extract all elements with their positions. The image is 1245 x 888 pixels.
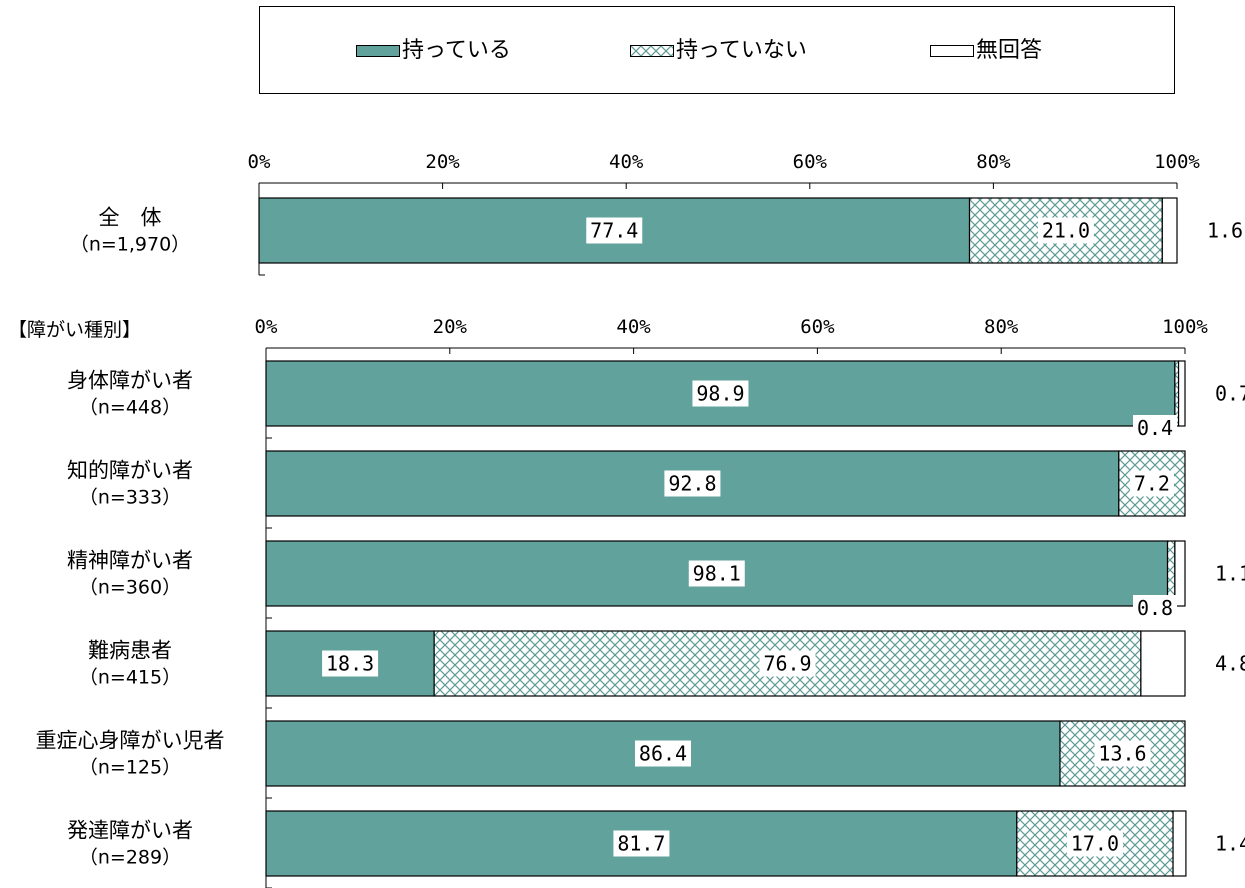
legend-item-have-not: 持っていない: [630, 37, 807, 65]
data-label-bg: [1066, 830, 1123, 857]
bar-segment: [1161, 197, 1178, 264]
data-label-bg: [1133, 595, 1177, 621]
data-label-bg: [1094, 740, 1151, 767]
tick-label: 0%: [255, 316, 278, 338]
data-label-bg: [688, 560, 745, 587]
tick-label: 60%: [800, 316, 835, 338]
legend-item-have: 持っている: [356, 37, 511, 65]
data-label: 7.2: [1134, 472, 1170, 496]
legend-swatch-have-not: [630, 45, 674, 57]
category-name: 重症心身障がい児者: [36, 729, 225, 753]
bar-segment: [1177, 360, 1186, 427]
data-label-bg: [759, 650, 816, 677]
bar-segment: [1172, 810, 1187, 877]
bar-segment: [1140, 630, 1186, 697]
data-label: 98.9: [696, 382, 744, 406]
category-name: 難病患者: [88, 639, 172, 663]
data-label-bg: [1129, 470, 1174, 497]
tick-label: 80%: [976, 151, 1011, 173]
tick-label: 60%: [793, 151, 828, 173]
data-label-bg: [635, 740, 692, 767]
tick-label: 40%: [609, 151, 644, 173]
data-label: 18.3: [326, 652, 374, 676]
data-label: 0.7: [1215, 382, 1245, 406]
tick-label: 0%: [248, 151, 271, 173]
data-label: 92.8: [668, 472, 716, 496]
data-label: 1.1: [1215, 562, 1245, 586]
category-n: （n=125）: [79, 757, 181, 779]
tick-label: 100%: [1162, 316, 1208, 338]
tick-label: 100%: [1154, 151, 1200, 173]
tick-label: 20%: [433, 316, 468, 338]
data-label-bg: [692, 380, 749, 407]
category-n: （n=360）: [79, 577, 181, 599]
data-label: 21.0: [1042, 219, 1090, 243]
data-label: 98.1: [693, 562, 741, 586]
category-n: （n=333）: [79, 487, 181, 509]
data-label-bg: [1133, 415, 1177, 441]
data-label-bg: [1037, 217, 1094, 244]
data-label: 77.4: [590, 219, 638, 243]
data-label: 86.4: [639, 742, 687, 766]
category-n: （n=448）: [79, 397, 181, 419]
category-n: （n=289）: [79, 847, 181, 869]
category-name: 発達障がい者: [67, 819, 193, 843]
data-label: 13.6: [1098, 742, 1146, 766]
data-label: 0.8: [1137, 596, 1173, 620]
data-label: 17.0: [1071, 832, 1119, 856]
category-n: （n=1,970）: [70, 234, 190, 256]
legend-swatch-no-answer: [930, 45, 974, 57]
data-label-bg: [664, 470, 721, 497]
data-label: 1.6: [1207, 219, 1243, 243]
category-name: 身体障がい者: [67, 369, 193, 393]
data-label-bg: [322, 650, 379, 677]
legend-item-no-answer: 無回答: [930, 37, 1042, 65]
data-label-bg: [586, 217, 643, 244]
legend-label-have-not: 持っていない: [676, 38, 807, 63]
legend: 持っている 持っていない 無回答: [259, 6, 1175, 94]
category-name: 知的障がい者: [67, 459, 193, 483]
data-label: 0.4: [1137, 416, 1173, 440]
bar-segment: [1174, 540, 1186, 607]
legend-label-no-answer: 無回答: [976, 38, 1043, 63]
data-label-bg: [613, 830, 670, 857]
section-label: 【障がい種別】: [8, 319, 141, 341]
category-name: 全 体: [99, 206, 162, 230]
data-label: 81.7: [617, 832, 665, 856]
category-name: 精神障がい者: [67, 549, 193, 573]
tick-label: 40%: [616, 316, 651, 338]
legend-swatch-have: [356, 45, 400, 57]
tick-label: 20%: [425, 151, 460, 173]
legend-label-have: 持っている: [402, 38, 511, 63]
data-label: 1.4: [1215, 832, 1245, 856]
data-label: 4.8: [1215, 652, 1245, 676]
category-n: （n=415）: [79, 667, 181, 689]
data-label: 76.9: [763, 652, 811, 676]
tick-label: 80%: [984, 316, 1019, 338]
